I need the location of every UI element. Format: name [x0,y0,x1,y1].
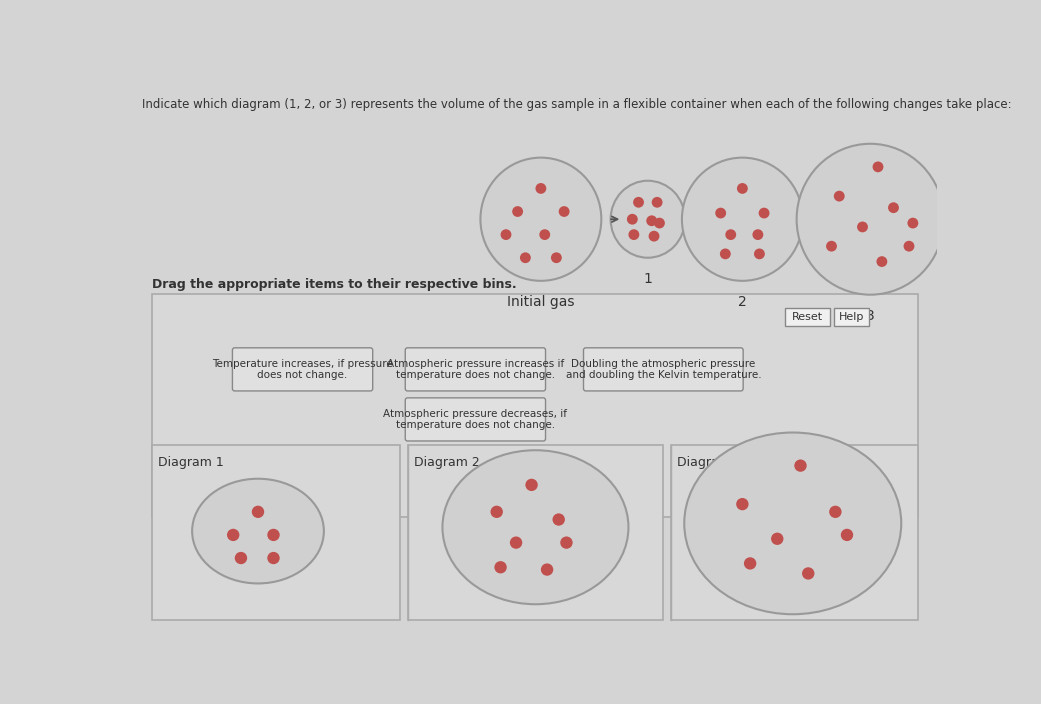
Text: Initial gas: Initial gas [507,295,575,308]
Circle shape [904,241,914,251]
Circle shape [649,231,659,241]
Circle shape [510,536,523,549]
Circle shape [802,567,814,579]
Circle shape [526,479,538,491]
FancyBboxPatch shape [152,294,917,517]
Circle shape [268,529,280,541]
Text: Diagram 1: Diagram 1 [158,455,224,469]
Ellipse shape [682,158,803,281]
Circle shape [841,529,854,541]
Text: Diagram 3: Diagram 3 [678,455,743,469]
Ellipse shape [684,432,902,614]
Circle shape [268,552,280,564]
Circle shape [877,256,887,267]
Circle shape [715,208,727,218]
Circle shape [652,197,662,208]
Circle shape [227,529,239,541]
FancyBboxPatch shape [671,445,917,620]
Circle shape [759,208,769,218]
Circle shape [771,533,784,545]
FancyBboxPatch shape [584,348,743,391]
Text: Indicate which diagram (1, 2, or 3) represents the volume of the gas sample in a: Indicate which diagram (1, 2, or 3) repr… [142,99,1012,111]
Circle shape [501,230,511,240]
Text: 2: 2 [738,295,746,308]
Circle shape [553,513,565,526]
Circle shape [794,460,807,472]
Circle shape [519,252,531,263]
Text: Doubling the atmospheric pressure
and doubling the Kelvin temperature.: Doubling the atmospheric pressure and do… [565,358,761,380]
Text: Temperature increases, if pressure
does not change.: Temperature increases, if pressure does … [212,358,392,380]
Circle shape [535,183,547,194]
Circle shape [512,206,523,217]
Circle shape [633,197,644,208]
Circle shape [646,215,657,226]
FancyBboxPatch shape [408,445,663,620]
Circle shape [753,230,763,240]
FancyBboxPatch shape [405,398,545,441]
Text: Atmospheric pressure increases if
temperature does not change.: Atmospheric pressure increases if temper… [387,358,564,380]
Text: 3: 3 [866,308,874,322]
Text: Reset: Reset [792,312,823,322]
Circle shape [754,249,765,259]
Ellipse shape [796,144,944,295]
Text: Diagram 2: Diagram 2 [413,455,480,469]
FancyBboxPatch shape [232,348,373,391]
FancyBboxPatch shape [405,348,545,391]
Circle shape [627,214,638,225]
Circle shape [908,218,918,229]
Ellipse shape [442,451,629,604]
FancyBboxPatch shape [785,308,830,326]
Ellipse shape [193,479,324,584]
FancyBboxPatch shape [152,445,400,620]
Circle shape [872,161,884,172]
Circle shape [252,505,264,518]
Ellipse shape [481,158,602,281]
Text: Atmospheric pressure decreases, if
temperature does not change.: Atmospheric pressure decreases, if tempe… [383,408,567,430]
Circle shape [857,222,868,232]
Circle shape [541,563,553,576]
Circle shape [494,561,507,574]
Circle shape [736,498,748,510]
Circle shape [629,230,639,240]
FancyBboxPatch shape [834,308,869,326]
Circle shape [830,505,841,518]
Circle shape [654,218,665,229]
Circle shape [726,230,736,240]
Text: Help: Help [839,312,864,322]
Circle shape [888,202,899,213]
Circle shape [560,536,573,549]
Circle shape [559,206,569,217]
Circle shape [720,249,731,259]
Ellipse shape [611,181,685,258]
Circle shape [551,252,562,263]
Text: Drag the appropriate items to their respective bins.: Drag the appropriate items to their resp… [152,278,516,291]
Circle shape [235,552,247,564]
Text: 1: 1 [643,272,653,286]
Circle shape [490,505,503,518]
Circle shape [539,230,551,240]
Circle shape [744,558,757,570]
Circle shape [827,241,837,251]
Circle shape [834,191,844,201]
Circle shape [737,183,747,194]
